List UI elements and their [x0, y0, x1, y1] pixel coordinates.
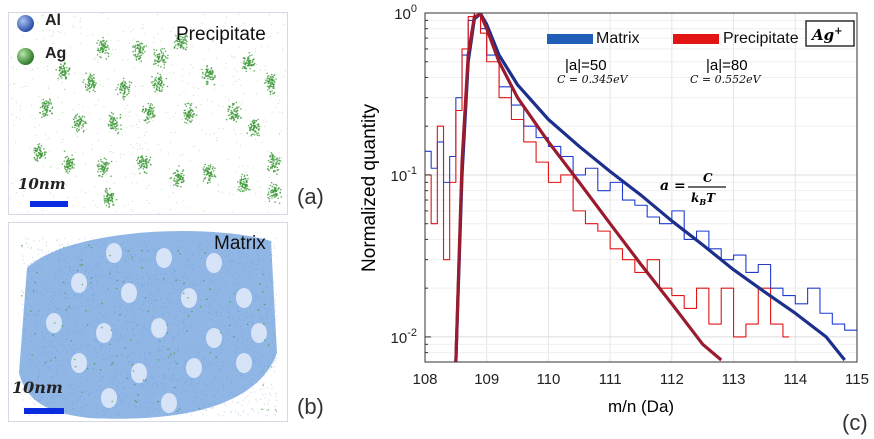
x-tick-label: 113 — [722, 371, 746, 388]
precipitate-c-annotation: C = 0.552eV — [690, 73, 762, 86]
y-tick-label: 10-2 — [391, 327, 417, 347]
al-legend-marker — [17, 15, 34, 32]
x-tick-label: 114 — [783, 371, 807, 388]
y-tick-label: 10-1 — [391, 165, 417, 185]
scalebar-b-label: 10nm — [12, 378, 63, 397]
x-tick-label: 111 — [599, 371, 622, 388]
series-matrix-fit — [454, 13, 846, 362]
legend-matrix-label: Matrix — [596, 30, 640, 47]
panel-a-frame — [8, 12, 288, 215]
precipitate-a-annotation: |a|=80 — [706, 57, 748, 74]
al-legend-label: Al — [45, 12, 61, 29]
ag-point-cloud — [9, 13, 287, 214]
series-matrix — [425, 13, 857, 331]
matrix-c-annotation: C = 0.345eV — [557, 73, 629, 86]
panel-b-frame — [8, 222, 288, 422]
panel-b-label: (b) — [297, 394, 324, 419]
y-tick-label: 100 — [394, 3, 417, 23]
legend-precipitate-label: Precipitate — [723, 30, 799, 47]
formula-denominator: kBT — [691, 191, 716, 207]
plot-frame — [424, 12, 858, 363]
scalebar-a-label: 10nm — [18, 175, 66, 193]
x-tick-label: 110 — [536, 371, 560, 388]
formula-annotation: a = C kBT — [660, 171, 726, 207]
scalebar-b — [24, 408, 64, 414]
species-box — [805, 20, 855, 47]
formula-numerator: C — [703, 171, 713, 185]
matrix-label: Matrix — [214, 233, 266, 254]
ag-legend-label: Ag — [45, 45, 67, 62]
matrix-a-annotation: |a|=50 — [565, 57, 607, 74]
matrix-atom-map — [19, 231, 278, 419]
series-precipitate — [425, 13, 790, 338]
y-axis-title: Normalized quantity — [359, 104, 380, 272]
panel-a-label: (a) — [297, 184, 324, 209]
x-axis-title: m/n (Da) — [608, 397, 674, 416]
x-tick-label: 115 — [845, 371, 869, 388]
ag-legend-marker — [17, 48, 34, 65]
precipitate-label: Precipitate — [176, 24, 266, 45]
x-tick-label: 108 — [412, 371, 437, 388]
species-label: Ag+ — [810, 26, 843, 44]
legend-precipitate-swatch — [673, 34, 719, 44]
formula-lhs: a = — [660, 178, 686, 194]
legend-matrix-swatch — [547, 34, 593, 44]
scalebar-a — [30, 201, 68, 207]
x-tick-label: 109 — [474, 371, 499, 388]
precipitate-atom-map — [9, 13, 287, 214]
panel-c-label: (c) — [842, 410, 868, 435]
x-tick-label: 112 — [660, 371, 684, 388]
